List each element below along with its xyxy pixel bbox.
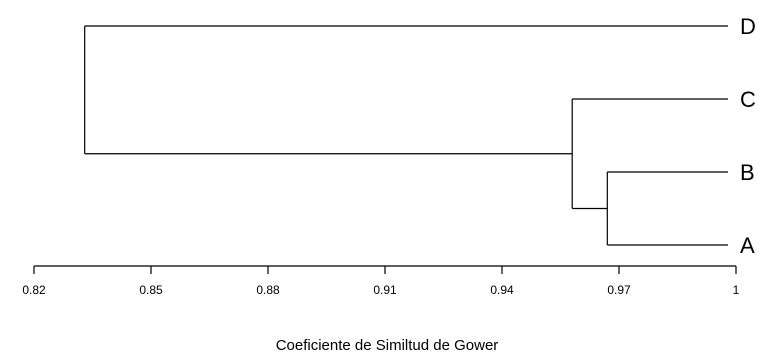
x-tick-label: 1 (733, 283, 740, 297)
x-axis-title: Coeficiente de Similtud de Gower (276, 337, 499, 354)
leaf-labels: D C B A (740, 14, 756, 258)
x-tick-label: 0.82 (22, 283, 46, 297)
leaf-label-c: C (740, 87, 756, 112)
leaf-label-a: A (740, 233, 755, 258)
x-tick-label: 0.94 (490, 283, 514, 297)
leaf-label-b: B (740, 160, 755, 185)
leaf-label-d: D (740, 14, 756, 39)
x-tick-label: 0.97 (607, 283, 631, 297)
x-tick-label: 0.85 (139, 283, 163, 297)
dendrogram-links (84, 25, 728, 246)
x-tick-label: 0.91 (373, 283, 397, 297)
x-tick-label: 0.88 (256, 283, 280, 297)
x-axis: 0.82 0.85 0.88 0.91 0.94 0.97 1 (22, 265, 740, 297)
